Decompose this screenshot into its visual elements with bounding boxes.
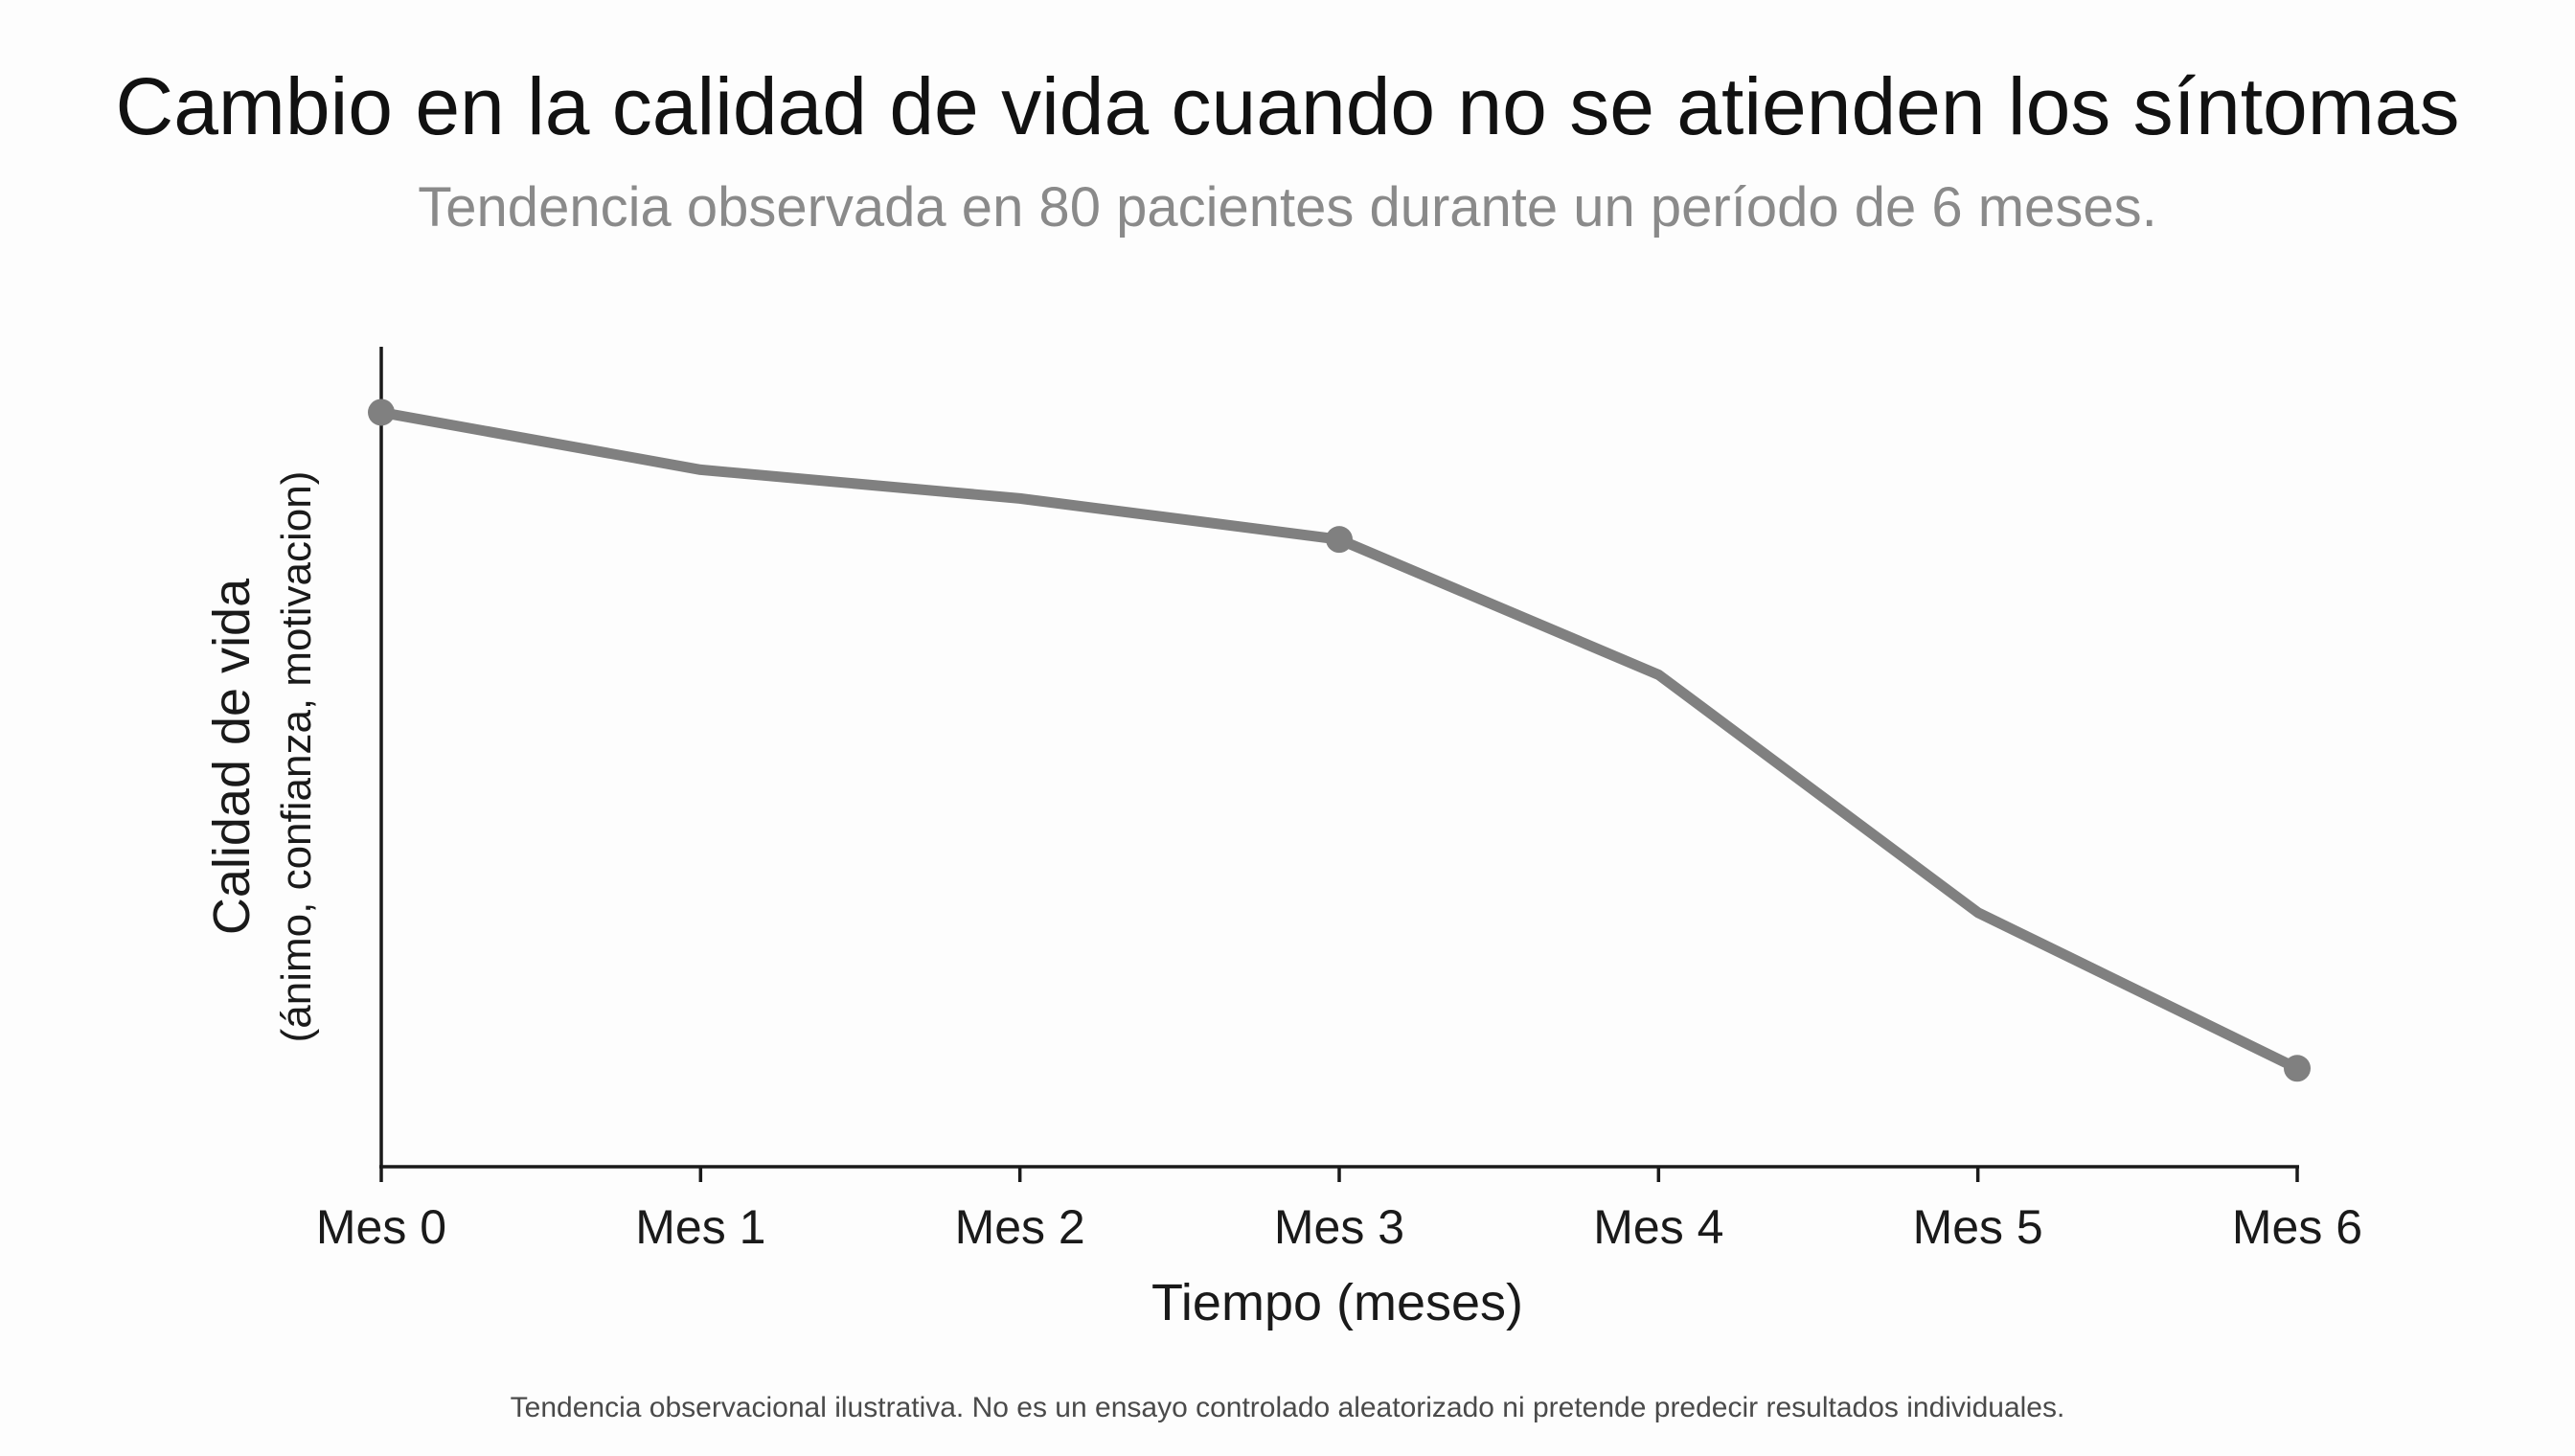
x-tick-label: Mes 1 (635, 1200, 765, 1254)
data-point-marker (368, 398, 395, 426)
plot-area: Mes 0 Mes 1 Mes 2 Mes 3 Mes 4 Mes 5 Mes 6 (316, 347, 2362, 1254)
x-tick-labels: Mes 0 Mes 1 Mes 2 Mes 3 Mes 4 Mes 5 Mes 6 (316, 1200, 2362, 1254)
data-point-marker (1326, 526, 1353, 554)
x-tick-label: Mes 2 (955, 1200, 1085, 1254)
x-ticks (379, 1167, 2299, 1182)
data-point-marker (2284, 1055, 2311, 1082)
x-tick-label: Mes 3 (1274, 1200, 1404, 1254)
y-axis-sublabel: (ánimo, confianza, motivacion) (273, 471, 320, 1043)
series-line (376, 406, 2303, 1074)
series-markers (368, 398, 2311, 1082)
x-axis-label: Tiempo (meses) (1151, 1274, 1523, 1331)
y-axis-label: Calidad de vida (203, 578, 261, 935)
x-tick-label: Mes 5 (1913, 1200, 2043, 1254)
chart-subtitle: Tendencia observada en 80 pacientes dura… (418, 176, 2156, 239)
x-tick-label: Mes 0 (316, 1200, 446, 1254)
footnote: Tendencia observacional ilustrativa. No … (511, 1392, 2065, 1423)
x-tick-label: Mes 6 (2232, 1200, 2362, 1254)
x-tick-label: Mes 4 (1593, 1200, 1723, 1254)
chart-title: Cambio en la calidad de vida cuando no s… (116, 61, 2460, 151)
